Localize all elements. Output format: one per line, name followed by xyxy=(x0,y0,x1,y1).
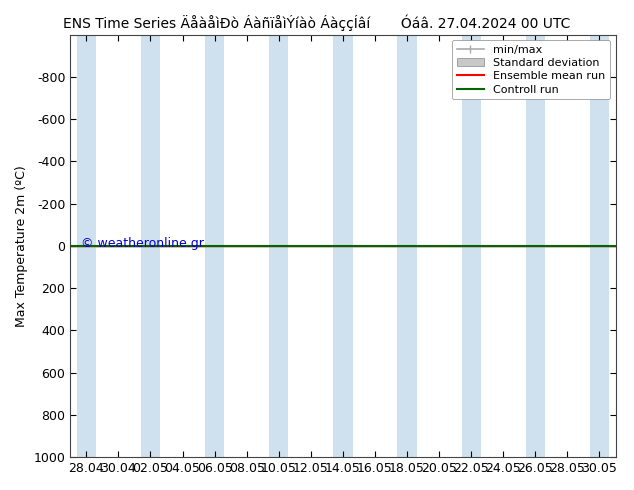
Y-axis label: Max Temperature 2m (ºC): Max Temperature 2m (ºC) xyxy=(15,165,28,327)
Bar xyxy=(398,35,417,457)
Bar xyxy=(141,35,160,457)
Legend: min/max, Standard deviation, Ensemble mean run, Controll run: min/max, Standard deviation, Ensemble me… xyxy=(452,40,610,99)
Text: © weatheronline.gr: © weatheronline.gr xyxy=(81,237,204,250)
Bar xyxy=(269,35,288,457)
Bar xyxy=(205,35,224,457)
Bar xyxy=(77,35,96,457)
Bar xyxy=(333,35,353,457)
Bar xyxy=(526,35,545,457)
Bar xyxy=(462,35,481,457)
Text: ENS Time Series ÄåàåìÐò ÁàñïåìÝíàò ÁàççÍâí       Óáâ. 27.04.2024 00 UTC: ENS Time Series ÄåàåìÐò ÁàñïåìÝíàò ÁàççÍ… xyxy=(63,15,571,31)
Bar xyxy=(590,35,609,457)
